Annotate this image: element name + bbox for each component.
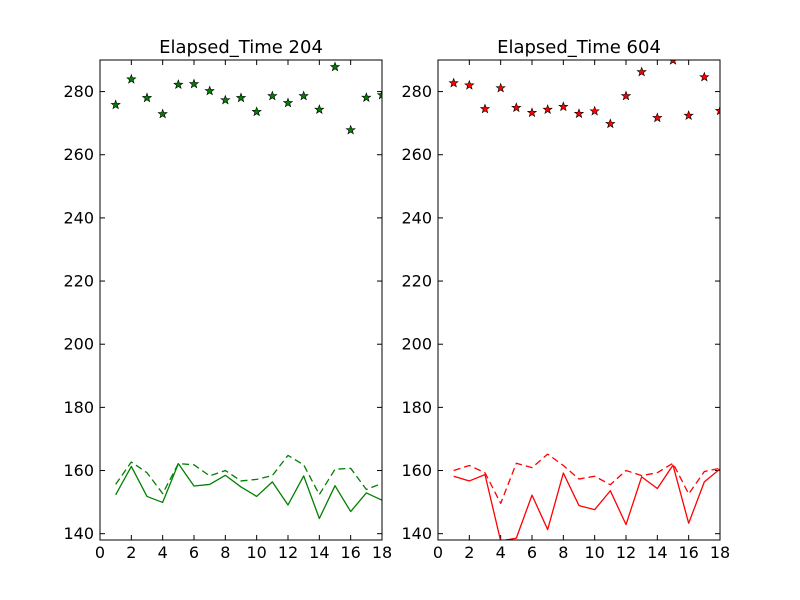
x-tick-label: 14 [647,543,667,562]
star-point [267,90,278,101]
x-tick-label: 12 [278,543,298,562]
plot-area [110,61,382,520]
y-tick-label: 280 [401,82,432,101]
x-tick-label: 2 [464,543,474,562]
x-tick-label: 6 [527,543,537,562]
star-point [669,60,677,65]
x-tick-label: 18 [372,543,392,562]
solid-series-line [453,464,720,540]
star-point [361,92,372,103]
star-point [479,103,491,114]
star-point [620,90,632,101]
subplot-title: Elapsed_Time 604 [497,37,661,58]
star-point [714,105,720,116]
star-point [188,78,200,89]
dashed-series-line [453,453,720,505]
star-point [314,104,325,115]
x-tick-label: 0 [95,543,105,562]
x-tick-label: 4 [158,543,168,562]
star-point [251,106,262,117]
star-point [464,79,475,90]
star-point [605,118,616,129]
star-point [157,108,168,119]
star-point [126,73,137,84]
y-tick-label: 200 [401,335,432,354]
star-point [589,105,600,116]
y-tick-label: 220 [401,272,432,291]
axes-frame [437,59,721,541]
star-point [329,61,341,72]
star-point [652,112,663,123]
star-point [298,90,309,101]
star-point [511,102,522,113]
plot-area [448,60,720,540]
x-tick-label: 10 [246,543,266,562]
axis-ticks: 0 2 4 6 8 10 12 14 16 18 140 160 180 200 220 240 260 280 [63,60,392,562]
y-tick-label: 220 [63,272,94,291]
star-point [636,66,647,77]
y-tick-label: 260 [401,145,432,164]
star-point [558,101,569,112]
x-tick-label: 18 [710,543,730,562]
x-tick-label: 16 [678,543,698,562]
star-point [495,82,506,93]
y-tick-label: 160 [63,461,94,480]
star-point [699,71,710,82]
star-point [204,85,215,96]
y-tick-label: 140 [401,524,432,543]
x-tick-label: 10 [584,543,604,562]
star-point [173,79,184,90]
star-point [573,108,585,119]
star-series [110,61,382,135]
star-point [282,97,294,108]
y-tick-label: 240 [63,208,94,227]
star-series [448,60,720,129]
solid-series-line [115,462,382,520]
star-point [526,107,538,118]
star-point [448,77,459,88]
star-point [345,124,356,135]
x-tick-label: 8 [558,543,568,562]
axis-ticks: 0 2 4 6 8 10 12 14 16 18 140 160 180 200 220 240 260 280 [401,60,730,562]
subplot-title: Elapsed_Time 204 [159,37,323,58]
y-tick-label: 180 [401,398,432,417]
dashed-series-line [115,454,382,496]
x-tick-label: 4 [496,543,506,562]
x-tick-label: 6 [189,543,199,562]
star-point [110,99,121,110]
axes-frame [99,59,383,541]
x-tick-label: 8 [220,543,230,562]
y-tick-label: 140 [63,524,94,543]
star-point [376,89,382,100]
star-point [235,92,247,103]
star-point [683,110,694,121]
x-tick-label: 12 [616,543,636,562]
y-tick-label: 240 [401,208,432,227]
star-point [542,104,553,115]
subplot-left: Elapsed_Time 204 0 2 4 6 8 10 12 14 16 18 140 160 18… [63,37,392,562]
y-tick-label: 280 [63,82,94,101]
x-tick-label: 14 [309,543,329,562]
x-tick-label: 16 [340,543,360,562]
y-tick-label: 260 [63,145,94,164]
y-tick-label: 160 [401,461,432,480]
subplot-right: Elapsed_Time 604 0 2 4 6 8 10 12 14 16 18 140 160 18… [401,37,730,562]
star-point [220,94,231,105]
star-point [141,92,153,103]
x-tick-label: 0 [433,543,443,562]
y-tick-label: 180 [63,398,94,417]
y-tick-label: 200 [63,335,94,354]
x-tick-label: 2 [126,543,136,562]
